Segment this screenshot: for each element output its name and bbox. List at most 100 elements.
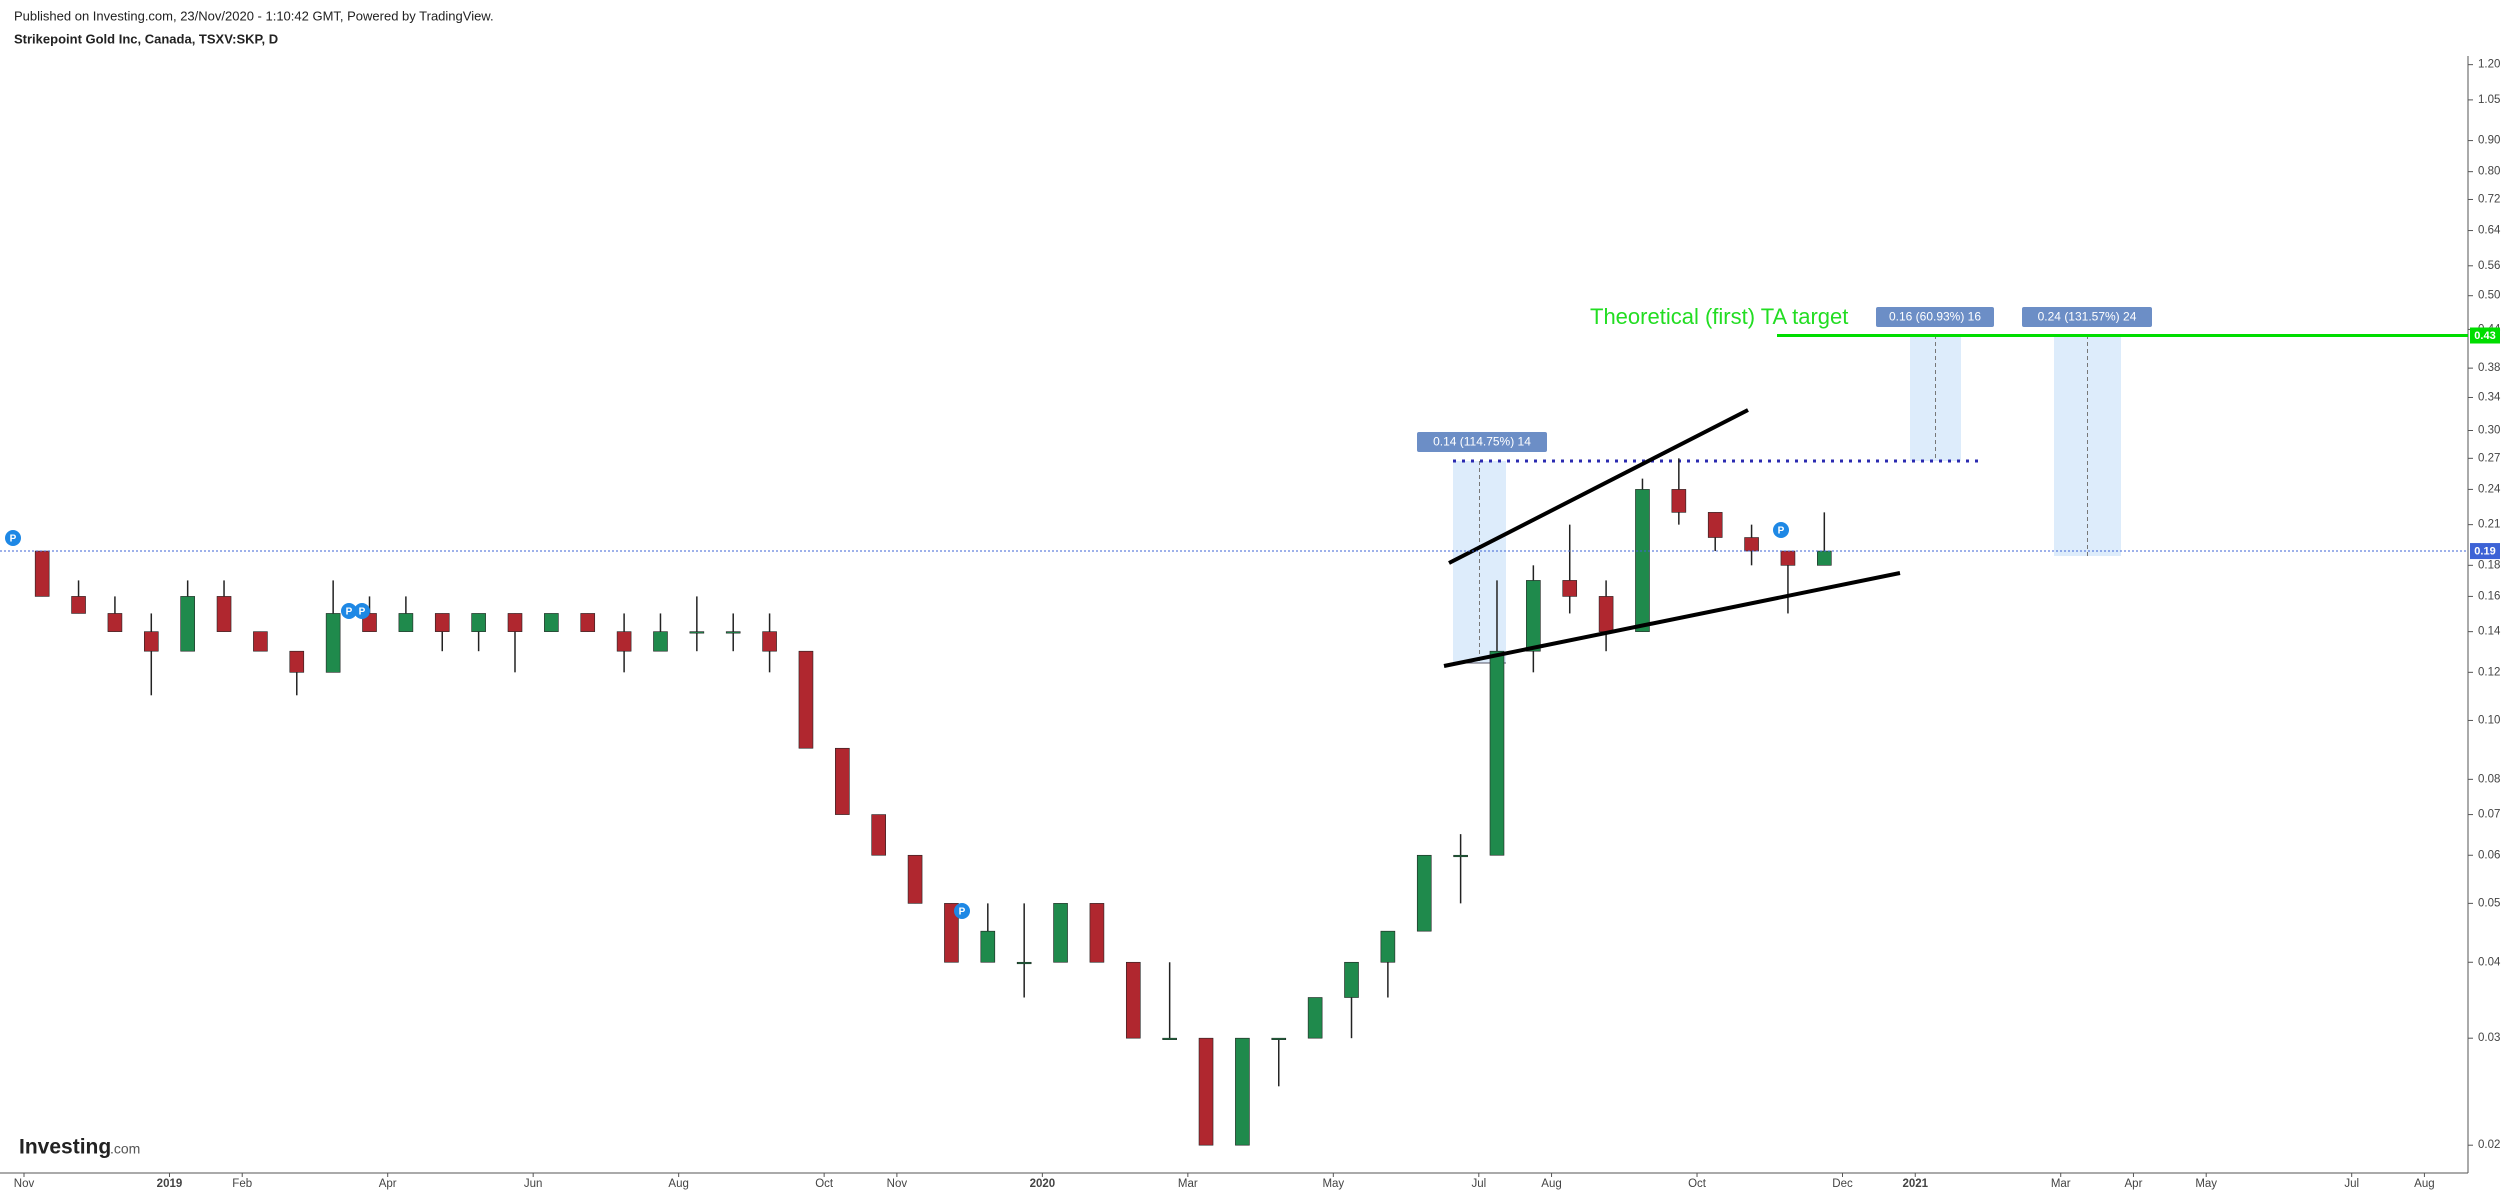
candle-body (34, 550, 50, 597)
x-tick-label: 2019 (157, 1178, 183, 1190)
candle-body (1053, 903, 1068, 963)
candle-body (835, 747, 850, 815)
y-tick-label: 0.50 (2478, 290, 2500, 302)
candle-body (1780, 550, 1796, 566)
candle-body (1744, 537, 1759, 552)
measure-label-bg (2022, 307, 2152, 327)
candle-body (1089, 903, 1105, 963)
y-tick-label: 0.30 (2478, 425, 2500, 437)
x-tick-label: 2020 (1030, 1178, 1056, 1190)
y-tick-label: 0.80 (2478, 166, 2500, 178)
y-tick-label: 0.21 (2478, 519, 2500, 531)
candle-body (1344, 961, 1359, 998)
candle-body (907, 854, 923, 904)
candle-body (1307, 997, 1323, 1039)
y-tick-label: 0.03 (2478, 1032, 2500, 1044)
y-tick-label: 0.34 (2478, 392, 2501, 404)
price-label-bg (2470, 543, 2500, 560)
event-marker (5, 530, 21, 546)
x-tick-label: Aug (2414, 1178, 2434, 1190)
candle-body (1562, 580, 1578, 597)
y-tick-label: 0.07 (2478, 809, 2500, 821)
candle-body (1817, 550, 1832, 566)
event-marker (954, 903, 970, 919)
y-tick-label: 0.64 (2478, 225, 2501, 237)
candle-body (289, 650, 305, 673)
x-tick-label: Mar (1178, 1178, 1198, 1190)
candle-body (871, 814, 886, 856)
x-tick-label: Oct (1688, 1178, 1707, 1190)
candle-body (1707, 512, 1723, 538)
y-tick-label: 0.14 (2478, 626, 2501, 638)
event-marker-icon: P (959, 907, 966, 918)
x-tick-label: Oct (815, 1178, 834, 1190)
candle-body (180, 596, 195, 652)
candle-body (107, 613, 123, 632)
candle-body (71, 596, 86, 614)
price-label-bg (2470, 327, 2500, 344)
candle-body (653, 631, 668, 652)
candle-body (580, 613, 596, 632)
y-tick-label: 0.16 (2478, 590, 2500, 602)
x-tick-label: Mar (2051, 1178, 2071, 1190)
x-tick-label: Jul (1471, 1178, 1486, 1190)
x-tick-label: Aug (668, 1178, 688, 1190)
candle-body (1453, 854, 1468, 858)
x-tick-label: May (2195, 1178, 2217, 1190)
logo-name: Investing (19, 1136, 111, 1159)
candle-body (1198, 1037, 1214, 1146)
candle-body (434, 613, 450, 632)
measure-label-bg (1876, 307, 1994, 327)
candle-body (944, 903, 959, 963)
measure-box (2054, 335, 2121, 556)
y-tick-label: 1.05 (2478, 94, 2500, 106)
price-label: 0.19 (2474, 545, 2495, 557)
measure-label-bg (1417, 432, 1547, 452)
event-marker-icon: P (1778, 526, 1785, 537)
x-tick-label: Apr (379, 1178, 397, 1190)
candle-body (507, 613, 523, 632)
published-note: Published on Investing.com, 23/Nov/2020 … (14, 8, 494, 23)
candle-body (1162, 1037, 1177, 1040)
trendline-lower (1443, 571, 1901, 668)
measure-label: 0.24 (131.57%) 24 (2038, 310, 2137, 324)
candle-body (1235, 1037, 1250, 1146)
candle-body (253, 631, 268, 652)
candle-body (1271, 1037, 1287, 1040)
candle-body (689, 631, 705, 634)
candle-body (798, 650, 814, 749)
x-tick-label: May (1322, 1178, 1344, 1190)
y-tick-label: 0.05 (2478, 897, 2500, 909)
candle-body (1671, 489, 1687, 513)
candle-body (398, 613, 414, 632)
logo-suffix: .com (110, 1141, 140, 1157)
x-tick-label: Nov (887, 1178, 908, 1190)
candle-body (1016, 961, 1032, 965)
measure-label: 0.14 (114.75%) 14 (1433, 435, 1531, 449)
candle-body (725, 631, 741, 634)
event-marker (341, 603, 357, 619)
candle-body (980, 930, 996, 963)
x-tick-label: Nov (14, 1178, 35, 1190)
event-marker (354, 603, 370, 619)
event-marker (1773, 522, 1789, 538)
y-tick-label: 0.38 (2478, 362, 2500, 374)
y-tick-label: 0.27 (2478, 452, 2500, 464)
y-tick-label: 0.90 (2478, 135, 2500, 147)
candle-body (216, 596, 232, 632)
x-tick-label: Feb (232, 1178, 252, 1190)
candle-body (1598, 596, 1614, 632)
x-tick-label: Apr (2125, 1178, 2143, 1190)
candle-body (1125, 961, 1141, 1039)
y-tick-label: 0.10 (2478, 714, 2500, 726)
y-tick-label: 0.04 (2478, 956, 2501, 968)
candle-body (1526, 580, 1541, 652)
symbol-title: Strikepoint Gold Inc, Canada, TSXV:SKP, … (14, 31, 278, 46)
x-tick-label: Jul (2344, 1178, 2359, 1190)
candle-body (544, 613, 559, 632)
candle-body (616, 631, 632, 652)
target-annotation: Theoretical (first) TA target (1590, 304, 1848, 329)
candle-body (1635, 489, 1650, 632)
